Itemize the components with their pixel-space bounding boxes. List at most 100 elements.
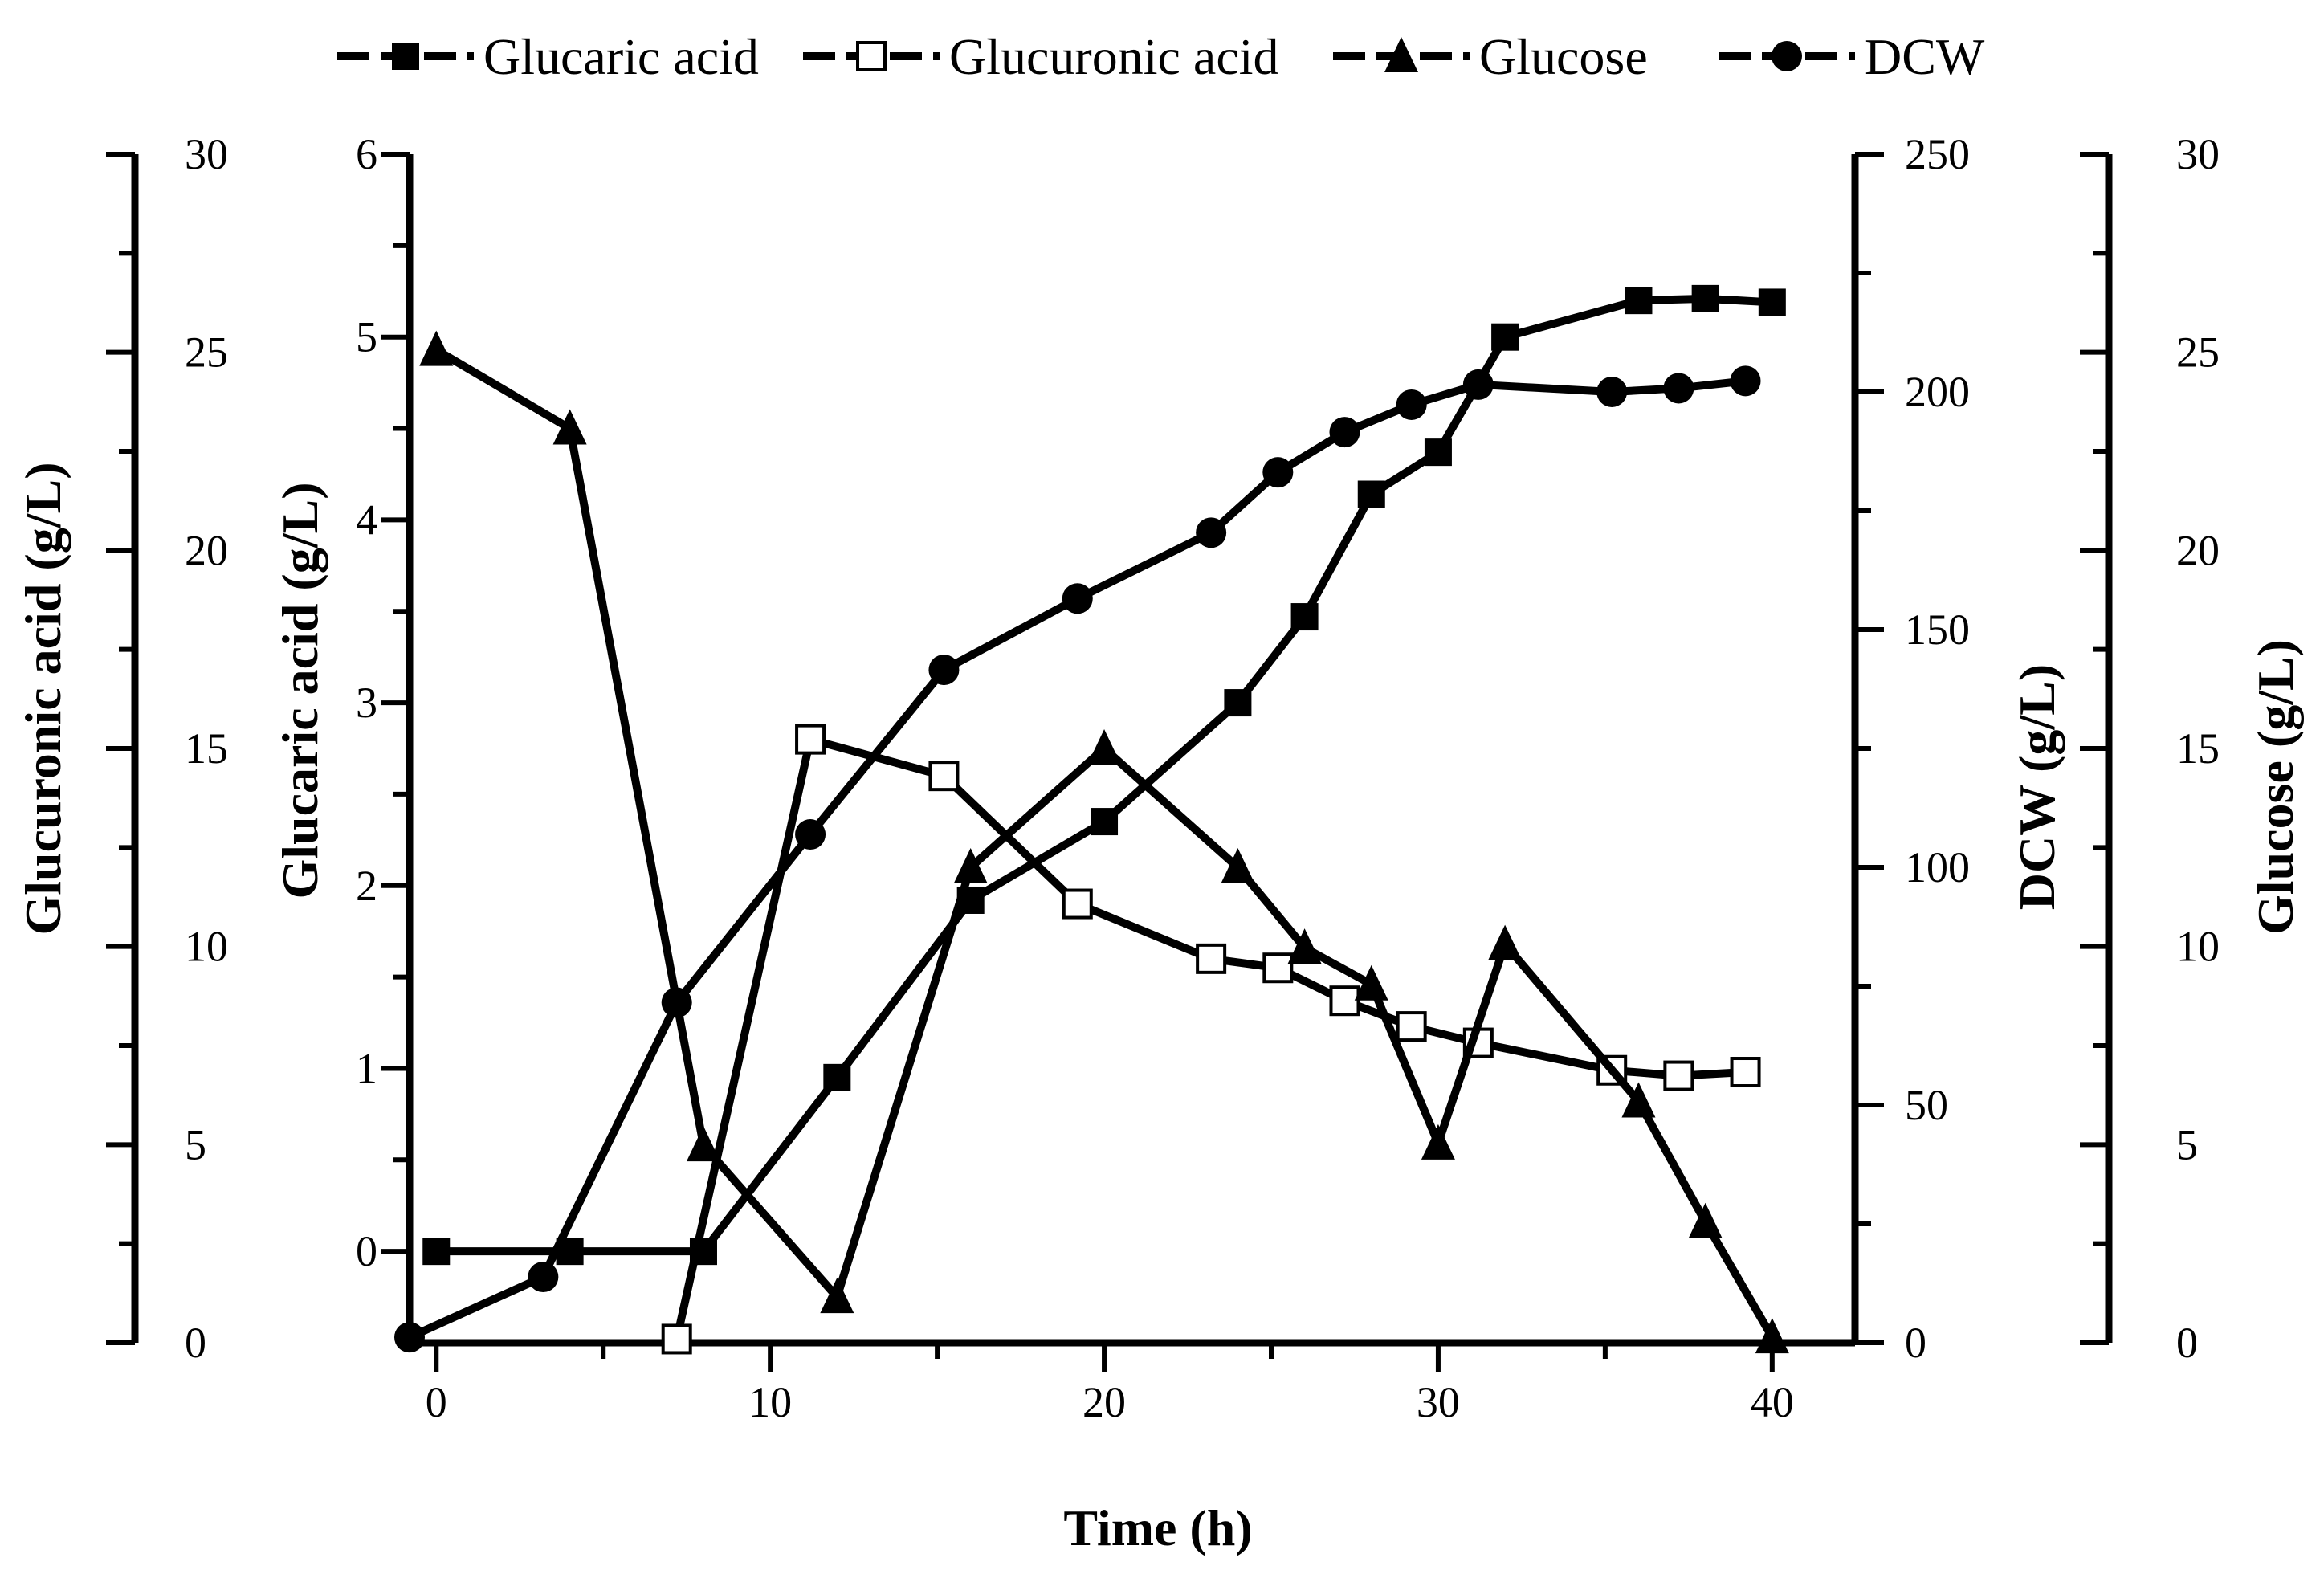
dcw-point	[1062, 583, 1093, 614]
dcw-point	[928, 655, 960, 686]
x-axis-title: Time (h)	[1063, 1499, 1252, 1556]
dcw-point	[528, 1262, 559, 1293]
dcw-series	[394, 365, 1761, 1353]
glucaric-tick-label: 3	[356, 679, 377, 727]
glucose-point	[1354, 964, 1388, 1001]
glucuronic-acid-point	[928, 761, 960, 792]
x-tick-label: 30	[1417, 1378, 1460, 1426]
glucose-tick-label: 20	[2176, 526, 2220, 574]
dcw-point	[1663, 373, 1694, 404]
glucaric-tick-label: 2	[356, 862, 377, 910]
axes: 0 10 20 30 40 0 1 2 3 4 5 6 Glucaric acid (g/L) 0 5 10 1…	[14, 130, 2304, 1426]
glucuronic-acid-series	[661, 724, 1761, 1355]
dcw-tick-label: 200	[1905, 368, 1970, 416]
glucaric-acid-point	[1224, 689, 1252, 717]
glucuronic-acid-point	[1062, 888, 1093, 920]
legend-item-glucaric-acid: Glucaric acid	[337, 28, 759, 85]
glucuronic-tick-label: 20	[185, 526, 228, 574]
dcw-tick-label: 50	[1905, 1081, 1948, 1129]
dcw-tick-label: 150	[1905, 606, 1970, 654]
legend: Glucaric acid Glucuronic acid Glucose DCW	[337, 28, 1985, 85]
glucaric-acid-series	[422, 284, 1786, 1266]
glucuronic-acid-point	[1262, 952, 1294, 984]
glucaric-tick-label: 5	[356, 313, 377, 361]
glucose-tick-label: 30	[2176, 130, 2220, 178]
glucuronic-tick-label: 15	[185, 724, 228, 773]
legend-item-glucose: Glucose	[1333, 28, 1648, 85]
legend-marker	[1384, 37, 1418, 72]
glucose-series	[419, 330, 1789, 1354]
dcw-tick-label: 100	[1905, 843, 1970, 891]
glucuronic-tick-label: 30	[185, 130, 228, 178]
glucuronic-acid-point	[1329, 985, 1360, 1017]
x-tick-label: 20	[1082, 1378, 1126, 1426]
legend-label: Glucose	[1479, 28, 1648, 85]
glucose-point	[1287, 928, 1322, 964]
dcw-line	[407, 377, 1747, 1341]
dcw-tick-label: 250	[1905, 130, 1970, 178]
glucuronic-tick-label: 25	[185, 328, 228, 377]
glucaric-acid-point	[1424, 438, 1452, 467]
glucose-point	[552, 409, 587, 445]
glucaric-tick-label: 6	[356, 130, 377, 178]
dcw-point	[1262, 457, 1294, 488]
glucuronic-axis-title: Glucuronic acid (g/L)	[14, 462, 71, 935]
glucose-point	[1755, 1318, 1789, 1354]
glucuronic-acid-point	[795, 724, 826, 755]
glucose-tick-label: 10	[2176, 923, 2220, 971]
glucaric-tick-label: 0	[356, 1227, 377, 1275]
glucuronic-tick-label: 0	[185, 1319, 206, 1367]
glucuronic-tick-label: 5	[185, 1120, 206, 1168]
dcw-point	[394, 1322, 425, 1353]
glucaric-tick-label: 4	[356, 495, 377, 544]
x-tick-label: 40	[1751, 1378, 1794, 1426]
legend-label: Glucaric acid	[483, 28, 759, 85]
legend-item-glucuronic-acid: Glucuronic acid	[803, 28, 1279, 85]
glucose-line	[434, 346, 1776, 1340]
glucose-point	[953, 848, 988, 883]
glucaric-acid-point	[1758, 288, 1786, 316]
glucaric-acid-point	[1290, 603, 1319, 631]
glucaric-acid-point	[422, 1238, 451, 1266]
glucose-tick-label: 25	[2176, 328, 2220, 377]
series-layer	[394, 284, 1789, 1355]
dcw-point	[1196, 517, 1227, 548]
glucose-point	[1421, 1123, 1455, 1160]
glucose-point	[1087, 729, 1122, 765]
legend-label: DCW	[1865, 28, 1985, 85]
glucaric-acid-point	[1625, 287, 1653, 315]
glucose-point	[1621, 1082, 1656, 1118]
dcw-point	[1730, 365, 1761, 397]
legend-label: Glucuronic acid	[949, 28, 1279, 85]
legend-marker	[1772, 41, 1802, 71]
glucaric-tick-label: 1	[356, 1044, 377, 1092]
x-tick-label: 10	[748, 1378, 792, 1426]
glucose-point	[1488, 924, 1523, 960]
legend-item-dcw: DCW	[1719, 28, 1985, 85]
glucose-tick-label: 0	[2176, 1319, 2198, 1367]
x-tick-label: 0	[426, 1378, 447, 1426]
glucose-tick-label: 15	[2176, 724, 2220, 773]
glucaric-acid-point	[1691, 284, 1719, 312]
legend-marker	[392, 43, 419, 70]
glucaric-acid-point	[1357, 480, 1385, 508]
glucose-point	[820, 1278, 854, 1314]
glucose-axis-title: Glucose (g/L)	[2247, 639, 2304, 935]
glucose-point	[419, 330, 454, 366]
glucaric-acid-point	[1091, 808, 1119, 836]
dcw-axis-title: DCW (g/L)	[2008, 664, 2065, 910]
glucuronic-tick-label: 10	[185, 923, 228, 971]
glucuronic-acid-point	[1396, 1011, 1427, 1042]
dcw-point	[1596, 377, 1628, 407]
dcw-point	[1329, 417, 1360, 448]
glucaric-acid-line	[436, 294, 1773, 1256]
glucose-point	[1221, 848, 1255, 883]
dcw-point	[1462, 369, 1494, 400]
glucuronic-acid-point	[1730, 1057, 1761, 1088]
glucaric-acid-point	[1491, 323, 1519, 351]
glucuronic-acid-point	[1196, 943, 1227, 974]
dcw-point	[795, 819, 826, 850]
dcw-point	[661, 987, 692, 1018]
glucuronic-acid-point	[1663, 1060, 1694, 1091]
